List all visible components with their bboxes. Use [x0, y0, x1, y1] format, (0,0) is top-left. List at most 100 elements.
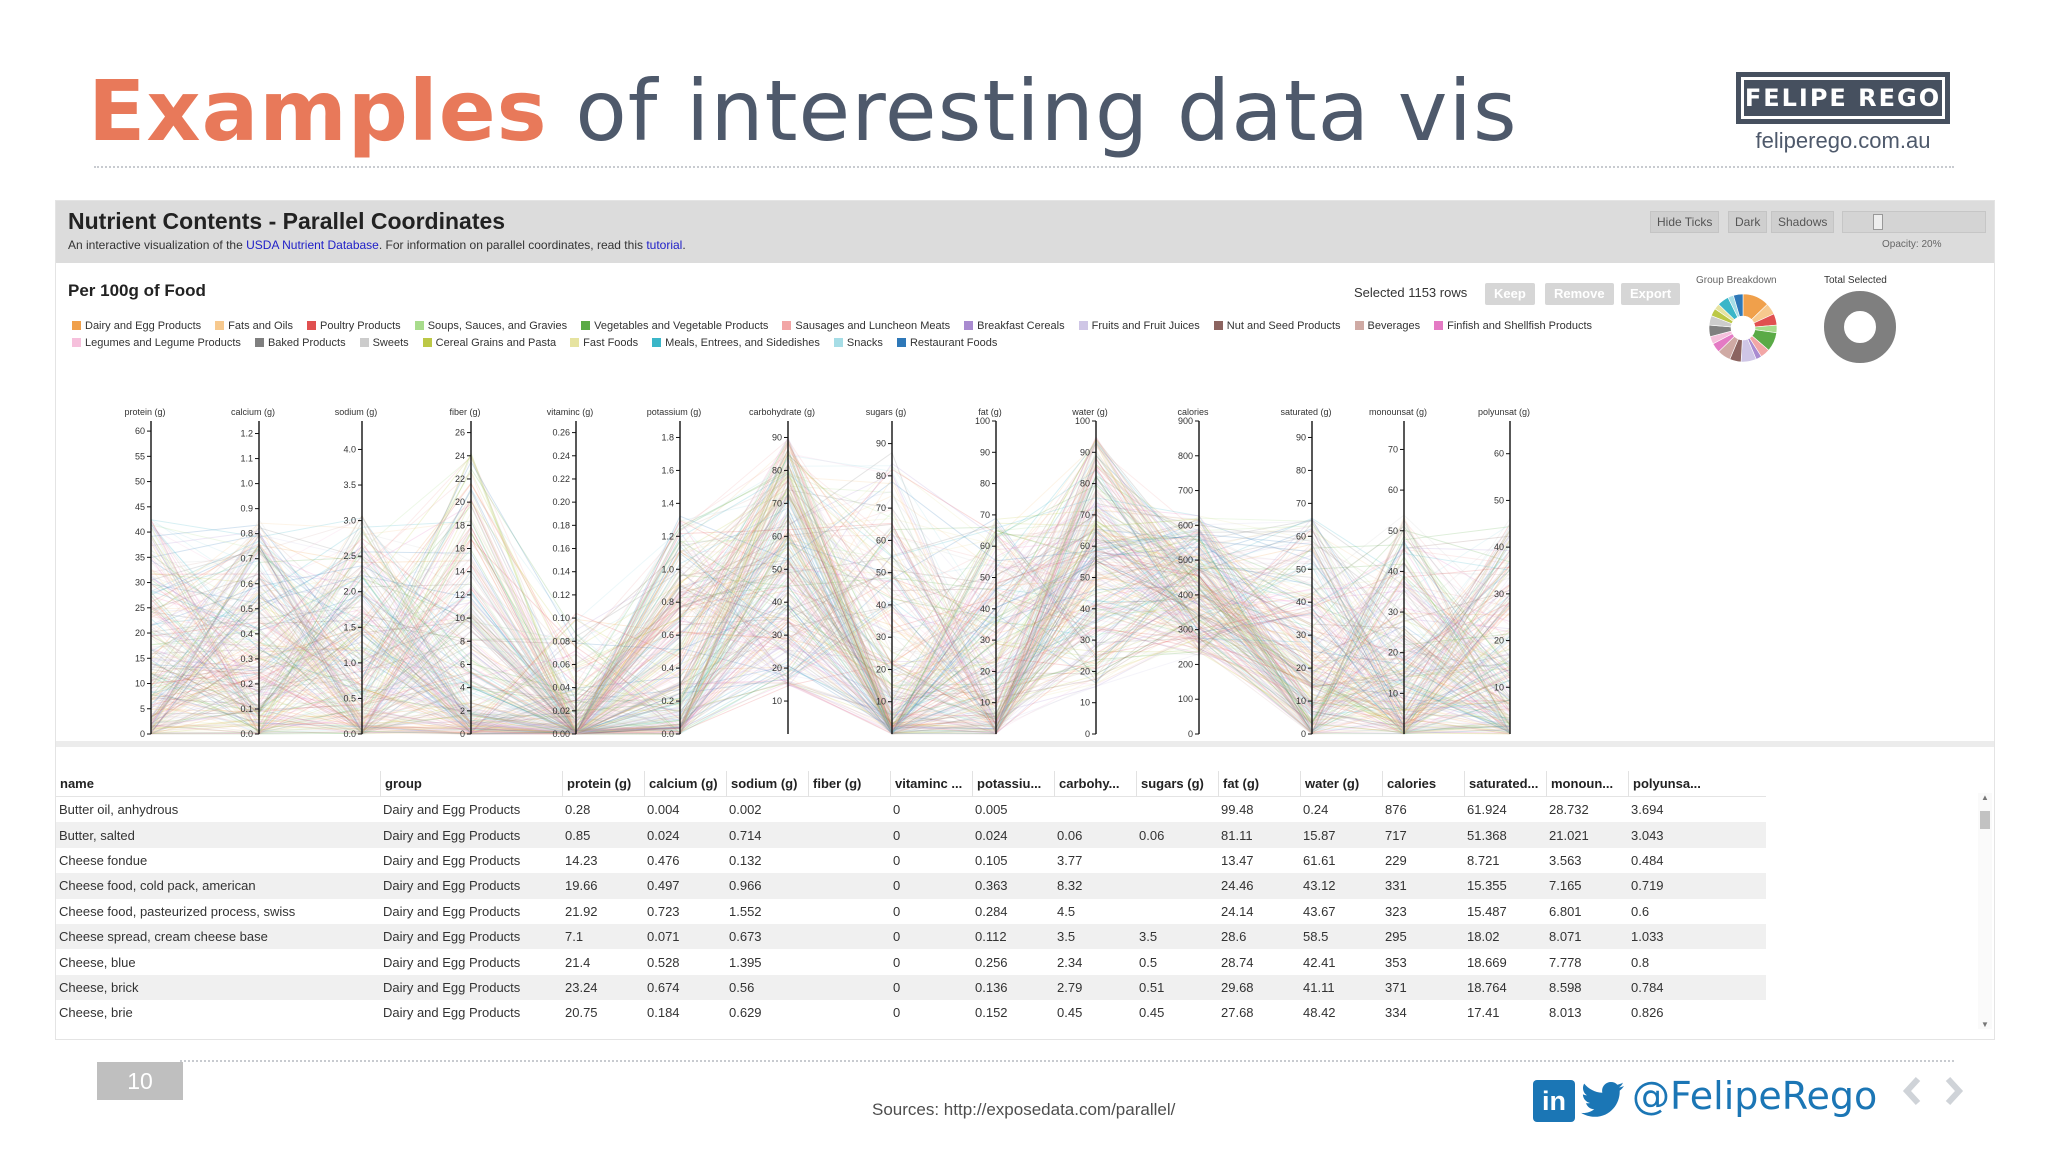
legend-item[interactable]: Fruits and Fruit Juices — [1078, 320, 1200, 332]
keep-button[interactable]: Keep — [1485, 283, 1535, 305]
pc-axis[interactable]: polyunsat (g) 10 20 30 40 50 60 — [1478, 407, 1530, 734]
pc-axis[interactable]: sugars (g) 10 20 30 40 50 60 70 80 90 — [866, 407, 907, 734]
twitter-icon[interactable] — [1580, 1080, 1626, 1122]
table-row[interactable]: Cheese, brick Dairy and Egg Products 23.24… — [56, 974, 1766, 1001]
column-header[interactable]: name — [60, 775, 94, 791]
column-header[interactable]: carbohy... — [1054, 770, 1136, 797]
pc-line — [150, 466, 1511, 735]
remove-button[interactable]: Remove — [1545, 283, 1614, 305]
legend-item[interactable]: Legumes and Legume Products — [72, 337, 241, 349]
pc-line — [150, 548, 1511, 733]
column-header[interactable]: sodium (g) — [726, 770, 808, 797]
pc-axis[interactable]: fat (g) 10 20 30 40 50 60 70 80 90 100 — [975, 407, 1002, 734]
pc-line — [150, 493, 1511, 735]
column-header[interactable]: monoun... — [1546, 770, 1628, 797]
legend-item[interactable]: Beverages — [1354, 320, 1420, 332]
total-selected-donut — [1824, 291, 1896, 363]
pc-axis[interactable]: carbohydrate (g) 10 20 30 40 50 60 70 80 90 — [749, 407, 815, 734]
pc-axis[interactable]: protein (g) 0 5 10 15 20 25 30 35 40 45 50 55 60 — [124, 407, 165, 739]
column-header[interactable]: sugars (g) — [1136, 770, 1218, 797]
legend-item[interactable]: Nut and Seed Products — [1213, 320, 1341, 332]
pc-line — [150, 511, 1511, 735]
table-row[interactable]: Cheese spread, cream cheese base Dairy an… — [56, 923, 1766, 950]
table-row[interactable]: Cheese food, pasteurized process, swiss D… — [56, 899, 1766, 924]
pc-axis[interactable]: calcium (g) 0.0 0.1 0.2 0.3 0.4 0.5 0.6 0.7 0.8 0.… — [231, 407, 275, 739]
legend-item[interactable]: Restaurant Foods — [896, 337, 997, 349]
column-header[interactable]: fiber (g) — [808, 770, 890, 797]
column-header[interactable]: polyunsa... — [1628, 770, 1710, 797]
column-header[interactable]: calcium (g) — [644, 770, 726, 797]
table-row[interactable]: Cheese, brie Dairy and Egg Products 20.75 0… — [56, 1000, 1766, 1025]
export-button[interactable]: Export — [1621, 283, 1681, 305]
legend-item[interactable]: Vegetables and Vegetable Products — [581, 320, 768, 332]
table-cell: 2.34 — [1057, 954, 1083, 970]
pc-line — [150, 494, 1511, 735]
legend-item[interactable]: Finfish and Shellfish Products — [1434, 320, 1592, 332]
pc-line — [150, 472, 1511, 735]
table-row[interactable]: Cheese fondue Dairy and Egg Products 14.23… — [56, 848, 1766, 873]
legend-item[interactable]: Fast Foods — [570, 337, 638, 349]
column-header[interactable]: calories — [1382, 770, 1464, 797]
group-breakdown-label: Group Breakdown — [1696, 275, 1777, 286]
pc-axis[interactable]: saturated (g) 0 10 20 30 40 50 60 70 80 90 — [1280, 407, 1331, 739]
pc-line — [150, 464, 1511, 735]
table-cell: Cheese spread, cream cheese base — [59, 929, 268, 945]
legend-label: Cereal Grains and Pasta — [435, 336, 557, 349]
legend-item[interactable]: Dairy and Egg Products — [72, 320, 201, 332]
table-row[interactable]: Butter, salted Dairy and Egg Products 0.85… — [56, 822, 1766, 848]
table-scrollbar[interactable]: ▲ ▼ — [1978, 793, 1992, 1029]
table-cell: 43.12 — [1303, 878, 1336, 894]
scroll-down-icon[interactable]: ▼ — [1981, 1020, 1989, 1029]
tick-label: 20 — [135, 628, 145, 638]
legend-item[interactable]: Snacks — [833, 337, 883, 349]
pc-axis[interactable]: water (g) 0 10 20 30 40 50 60 70 80 90 100 — [1071, 407, 1108, 739]
column-header[interactable]: vitaminc ... — [890, 770, 972, 797]
table-row[interactable]: Butter oil, anhydrous Dairy and Egg Produ… — [56, 797, 1766, 822]
usda-link[interactable]: USDA Nutrient Database — [246, 238, 379, 252]
dark-button[interactable]: Dark — [1728, 211, 1768, 233]
next-slide-icon[interactable] — [1942, 1076, 1964, 1106]
pc-axis[interactable]: sodium (g) 0.0 0.5 1.0 1.5 2.0 2.5 3.0 3.5 4.0 — [335, 407, 378, 739]
pc-line — [150, 468, 1511, 735]
legend-item[interactable]: Fats and Oils — [215, 320, 293, 332]
legend-item[interactable]: Baked Products — [254, 337, 346, 349]
legend-item[interactable]: Breakfast Cereals — [964, 320, 1065, 332]
legend-item[interactable]: Sausages and Luncheon Meats — [782, 320, 950, 332]
column-header[interactable]: protein (g) — [562, 770, 644, 797]
twitter-handle[interactable]: @FelipeRego — [1632, 1074, 1878, 1118]
shadows-button[interactable]: Shadows — [1771, 211, 1835, 233]
opacity-slider[interactable] — [1842, 211, 1986, 233]
pc-line — [150, 517, 1511, 735]
pc-line — [150, 455, 1511, 735]
linkedin-icon[interactable]: in — [1533, 1080, 1575, 1122]
legend-item[interactable]: Cereal Grains and Pasta — [422, 336, 557, 349]
legend-item[interactable]: Soups, Sauces, and Gravies — [414, 320, 567, 332]
table-row[interactable]: Cheese, blue Dairy and Egg Products 21.4 0.… — [56, 949, 1766, 974]
column-header[interactable]: water (g) — [1300, 770, 1382, 797]
previous-slide-icon[interactable] — [1902, 1076, 1924, 1106]
pc-axis[interactable]: vitaminc (g) 0.00 0.02 0.04 0.06 0.08 0.10 0.12… — [547, 407, 594, 739]
brand-url[interactable]: feliperego.com.au — [1755, 128, 1931, 153]
column-header[interactable]: potassiu... — [972, 770, 1054, 797]
column-header[interactable]: group — [380, 770, 562, 797]
column-header[interactable]: saturated... — [1464, 770, 1546, 797]
pc-axis[interactable]: potassium (g) 0.0 0.2 0.4 0.6 0.8 1.0 1.2 1.4 1.6… — [647, 407, 702, 739]
table-cell: 353 — [1385, 954, 1407, 970]
pc-line — [150, 526, 1511, 734]
legend-item[interactable]: Poultry Products — [306, 320, 401, 332]
pc-line — [150, 492, 1511, 730]
pc-axis[interactable]: monounsat (g) 10 20 30 40 50 60 70 — [1369, 407, 1427, 734]
hide-ticks-button[interactable]: Hide Ticks — [1650, 211, 1720, 233]
opacity-slider-thumb[interactable] — [1873, 214, 1883, 230]
legend-item[interactable]: Meals, Entrees, and Sidedishes — [652, 337, 820, 349]
legend-item[interactable]: Sweets — [359, 337, 409, 349]
table-row[interactable]: Cheese food, cold pack, american Dairy an… — [56, 873, 1766, 899]
pc-axis[interactable]: calories 0 100 200 300 400 500 600 700 800 900 — [1177, 407, 1209, 739]
scroll-up-icon[interactable]: ▲ — [1981, 793, 1989, 802]
tutorial-link[interactable]: tutorial — [646, 238, 683, 252]
scroll-thumb[interactable] — [1980, 811, 1990, 829]
table-cell: Dairy and Egg Products — [383, 827, 521, 843]
column-header[interactable]: fat (g) — [1218, 770, 1300, 797]
